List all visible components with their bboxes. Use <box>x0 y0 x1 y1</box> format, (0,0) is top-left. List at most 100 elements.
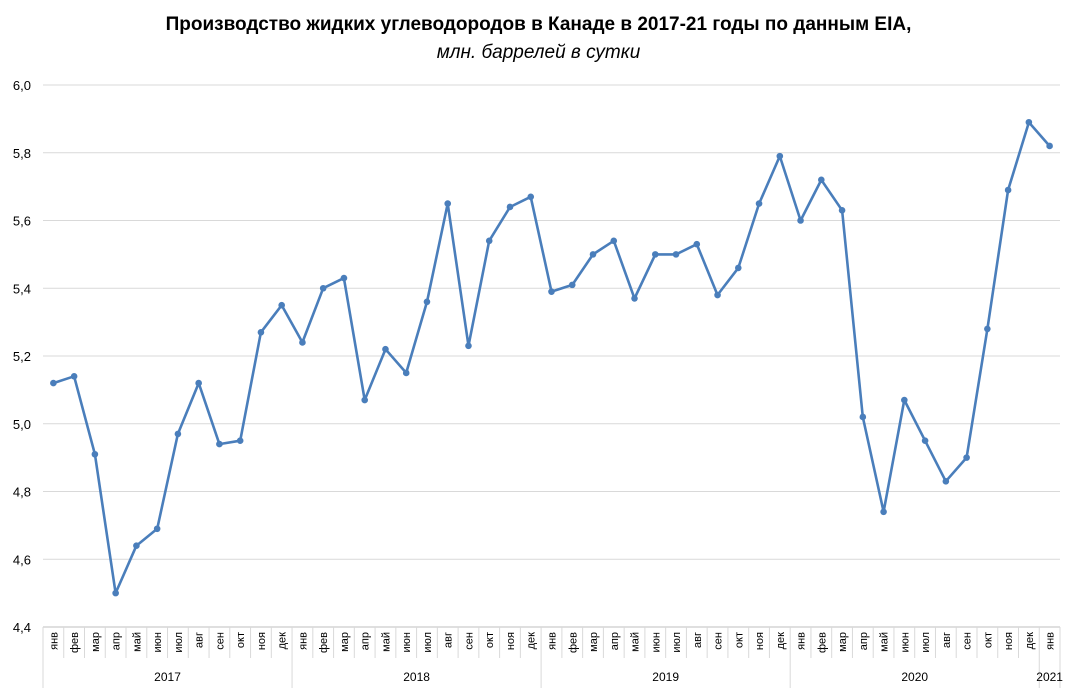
y-axis: 4,4 4,6 4,8 5,0 5,2 5,4 5,6 5,8 6,0 <box>13 78 31 635</box>
data-point <box>340 274 348 282</box>
data-point <box>361 396 369 404</box>
data-point <box>153 525 161 533</box>
data-point <box>319 284 327 292</box>
data-point <box>174 430 182 438</box>
data-point <box>963 454 970 461</box>
x-tick-label: фев <box>69 632 81 653</box>
x-tick-label: май <box>380 632 392 652</box>
data-point <box>506 203 514 211</box>
x-tick-label: май <box>879 632 891 652</box>
y-tick-label: 5,2 <box>13 349 31 364</box>
data-point <box>672 251 680 258</box>
data-point <box>631 295 638 302</box>
data-point <box>133 542 140 549</box>
x-tick-label: мар <box>339 632 351 652</box>
data-point <box>91 450 99 458</box>
x-tick-label: авг <box>941 632 953 648</box>
x-tick-label: фев <box>567 632 579 653</box>
x-tick-label: ноя <box>505 632 517 650</box>
data-point <box>838 207 846 214</box>
y-tick-label: 5,8 <box>13 146 31 161</box>
data-point <box>984 325 991 333</box>
data-point <box>444 200 452 207</box>
x-tick-label: ноя <box>1003 632 1015 650</box>
y-tick-label: 5,0 <box>13 417 31 432</box>
data-point <box>901 396 908 404</box>
x-tick-label: окт <box>235 632 247 648</box>
data-point <box>423 298 431 306</box>
x-tick-label: май <box>131 632 143 652</box>
data-point <box>1046 142 1053 150</box>
x-tick-label: июл <box>422 632 434 653</box>
y-tick-label: 5,4 <box>13 281 31 296</box>
x-tick-label: апр <box>111 632 123 650</box>
data-point <box>921 437 929 444</box>
series-line <box>52 121 1051 595</box>
data-point <box>216 440 223 448</box>
x-tick-label: апр <box>858 632 870 650</box>
x-tick-label: мар <box>837 632 849 652</box>
data-point <box>942 478 950 485</box>
data-point <box>257 328 265 336</box>
data-point <box>278 301 285 309</box>
x-tick-label: дек <box>526 632 538 650</box>
x-tick-label: окт <box>733 632 745 648</box>
data-point <box>755 200 763 207</box>
x-tick-label: июл <box>173 632 185 653</box>
x-tick-label: дек <box>277 632 289 650</box>
data-point <box>568 281 576 289</box>
data-point <box>776 152 784 160</box>
data-point <box>548 288 555 295</box>
x-tick-label: апр <box>609 632 621 650</box>
x-tick-label: сен <box>463 632 475 650</box>
x-tick-label: июн <box>152 632 164 652</box>
x-tick-label: янв <box>297 632 309 650</box>
data-point <box>485 237 493 245</box>
x-tick-label: мар <box>588 632 600 652</box>
data-point <box>797 217 804 224</box>
data-point <box>880 508 887 516</box>
data-point <box>1025 118 1033 126</box>
y-tick-label: 4,6 <box>13 552 31 567</box>
x-tick-label: янв <box>796 632 808 650</box>
x-tick-label: янв <box>48 632 60 650</box>
x-tick-label: авг <box>194 632 206 648</box>
x-tick-label: июл <box>671 632 683 653</box>
x-tick-label: авг <box>692 632 704 648</box>
y-tick-label: 4,4 <box>13 620 31 635</box>
y-tick-label: 5,6 <box>13 214 31 229</box>
data-point <box>859 413 867 421</box>
x-tick-label: фев <box>816 632 828 653</box>
x-tick-label: сен <box>214 632 226 650</box>
data-point <box>818 176 825 184</box>
x-tick-label: окт <box>982 632 994 648</box>
x-tick-label: июл <box>920 632 932 653</box>
data-point <box>299 339 306 346</box>
year-label: 2018 <box>403 670 430 684</box>
x-tick-label: ноя <box>256 632 268 650</box>
x-tick-label: авг <box>443 632 455 648</box>
x-tick-label: мар <box>90 632 102 652</box>
chart-title: Производство жидких углеводородов в Кана… <box>165 14 912 35</box>
x-tick-label: дек <box>1024 632 1036 650</box>
x-axis: янв фев мар апр май июн июл авг сен окт ноя дек янв ф… <box>42 626 1063 688</box>
x-tick-label: ноя <box>754 632 766 650</box>
gridlines <box>43 84 1060 628</box>
x-tick-label: апр <box>360 632 372 650</box>
data-point <box>236 437 244 444</box>
data-point <box>589 251 597 258</box>
year-label: 2019 <box>652 670 679 684</box>
chart-subtitle: млн. баррелей в сутки <box>436 42 641 63</box>
data-point <box>112 589 119 597</box>
data-point <box>1004 186 1012 194</box>
data-point <box>651 251 659 258</box>
y-tick-label: 6,0 <box>13 78 31 93</box>
x-tick-label: май <box>630 632 642 652</box>
year-label: 2017 <box>154 670 181 684</box>
data-point <box>402 369 410 377</box>
x-tick-label: июн <box>401 632 413 652</box>
x-tick-label: сен <box>962 632 974 650</box>
year-label: 2020 <box>901 670 928 684</box>
data-point <box>70 373 78 380</box>
